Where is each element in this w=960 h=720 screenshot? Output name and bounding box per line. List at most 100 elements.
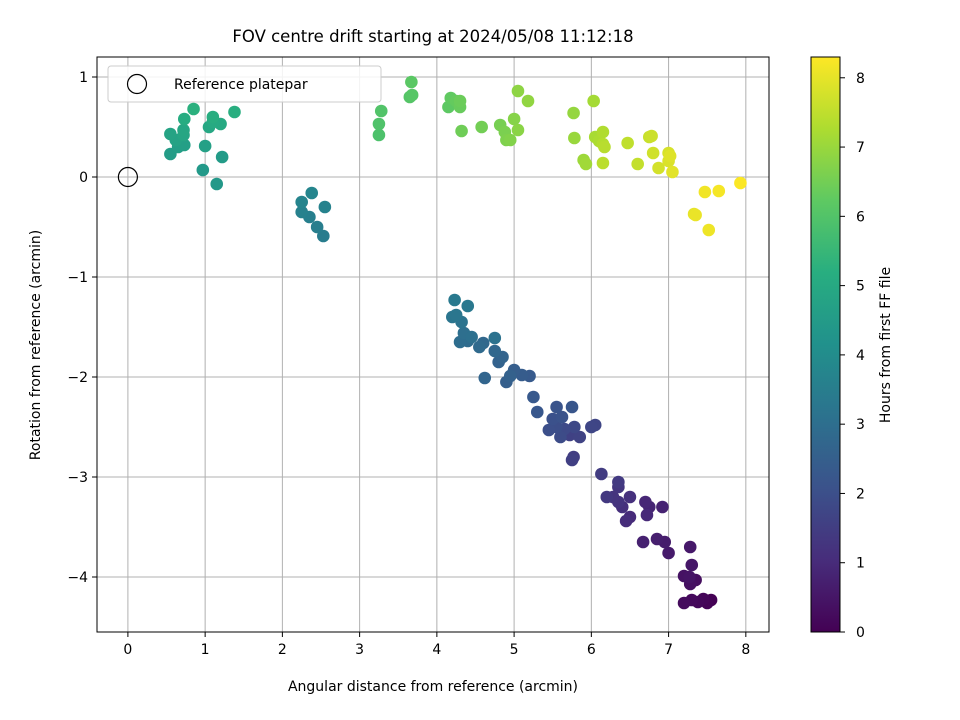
x-tick-label: 2 (278, 642, 287, 658)
scatter-point (646, 146, 660, 160)
scatter-point (596, 156, 610, 170)
scatter-point (585, 420, 598, 434)
scatter-point (465, 330, 478, 344)
scatter-point (612, 475, 625, 489)
scatter-point (683, 570, 696, 584)
scatter-point (449, 308, 463, 322)
scatter-point (550, 400, 563, 414)
scatter-point (187, 102, 200, 116)
scatter-point (636, 535, 650, 549)
scatter-point (652, 161, 665, 175)
scatter-point (405, 75, 418, 89)
x-tick-label: 5 (510, 642, 519, 658)
scatter-point (164, 127, 177, 141)
scatter-point (663, 149, 677, 163)
scatter-point (503, 133, 517, 147)
scatter-point (196, 163, 210, 177)
scatter-point (453, 94, 467, 108)
x-tick-label: 8 (741, 642, 750, 658)
colorbar-tick-label: 2 (856, 486, 865, 502)
scatter-point (573, 430, 587, 444)
scatter-point (503, 369, 517, 383)
scatter-point (677, 596, 691, 610)
reference-marker (117, 166, 138, 188)
scatter-point (568, 420, 581, 434)
scatter-point (511, 123, 525, 137)
scatter-point (621, 136, 634, 150)
scatter-point (374, 104, 388, 118)
scatter-point (295, 205, 308, 219)
scatter-point (555, 410, 569, 424)
scatter-point (521, 94, 535, 108)
scatter-point (475, 120, 488, 134)
scatter-point (565, 453, 579, 467)
scatter-points (164, 75, 747, 610)
scatter-point (507, 112, 521, 126)
scatter-point (662, 546, 675, 560)
y-axis-label: Rotation from reference (arcmin) (28, 230, 44, 460)
scatter-point (600, 490, 614, 504)
scatter-point (631, 157, 644, 171)
scatter-point (734, 176, 747, 190)
y-tick-label: −2 (67, 370, 88, 386)
reference-platepar-point (117, 166, 138, 188)
scatter-point (568, 131, 581, 145)
scatter-point (595, 467, 608, 481)
y-tick-label: −4 (67, 570, 88, 586)
x-tick-label: 1 (201, 642, 210, 658)
scatter-point (448, 293, 461, 307)
colorbar-tick-label: 3 (856, 417, 865, 433)
colorbar-ticks: 0 1 2 3 4 5 6 7 8 (840, 71, 865, 641)
y-tick-label: −3 (67, 470, 88, 486)
scatter-point (579, 157, 593, 171)
scatter-point (639, 495, 652, 509)
scatter-point (587, 94, 600, 108)
scatter-point (619, 514, 633, 528)
scatter-point (405, 88, 419, 102)
scatter-point (210, 177, 224, 191)
x-axis-label: Angular distance from reference (arcmin) (288, 679, 578, 695)
scatter-point (623, 490, 637, 504)
scatter-point (567, 106, 580, 120)
scatter-point (530, 405, 544, 419)
scatter-point (305, 186, 319, 200)
scatter-point (685, 558, 699, 572)
x-tick-label: 4 (432, 642, 441, 658)
scatter-point (683, 540, 697, 554)
scatter-point (488, 344, 502, 358)
scatter-point (461, 299, 475, 313)
colorbar-label: Hours from first FF file (878, 267, 894, 423)
colorbar-gradient (810, 56, 841, 633)
scatter-point (645, 129, 658, 143)
scatter-point (698, 185, 712, 199)
y-tick-label: 1 (79, 70, 88, 86)
scatter-point (554, 430, 567, 444)
scatter-point (372, 117, 386, 131)
scatter-point (206, 110, 220, 124)
y-axis-ticks: −4 −3 −2 −1 0 1 (67, 70, 97, 586)
scatter-point (598, 140, 611, 154)
x-tick-label: 7 (664, 642, 673, 658)
scatter-point (310, 220, 324, 234)
scatter-point (640, 508, 654, 522)
colorbar-tick-label: 7 (856, 140, 865, 156)
legend-entry-reference: Reference platepar (174, 77, 308, 93)
scatter-point (318, 200, 332, 214)
scatter-point (527, 390, 540, 404)
x-tick-label: 3 (355, 642, 364, 658)
colorbar-tick-label: 8 (856, 71, 865, 87)
scatter-point (317, 229, 330, 243)
colorbar-tick-label: 5 (856, 279, 865, 295)
scatter-point (650, 532, 664, 546)
colorbar-tick-label: 4 (856, 348, 865, 364)
colorbar-tick-label: 1 (856, 556, 865, 572)
scatter-point (702, 223, 716, 237)
scatter-point (689, 208, 702, 222)
legend-box (107, 65, 382, 103)
scatter-point (542, 423, 556, 437)
scatter-point (177, 112, 191, 126)
scatter-point (596, 125, 610, 139)
x-tick-label: 0 (123, 642, 132, 658)
scatter-point (295, 195, 308, 209)
